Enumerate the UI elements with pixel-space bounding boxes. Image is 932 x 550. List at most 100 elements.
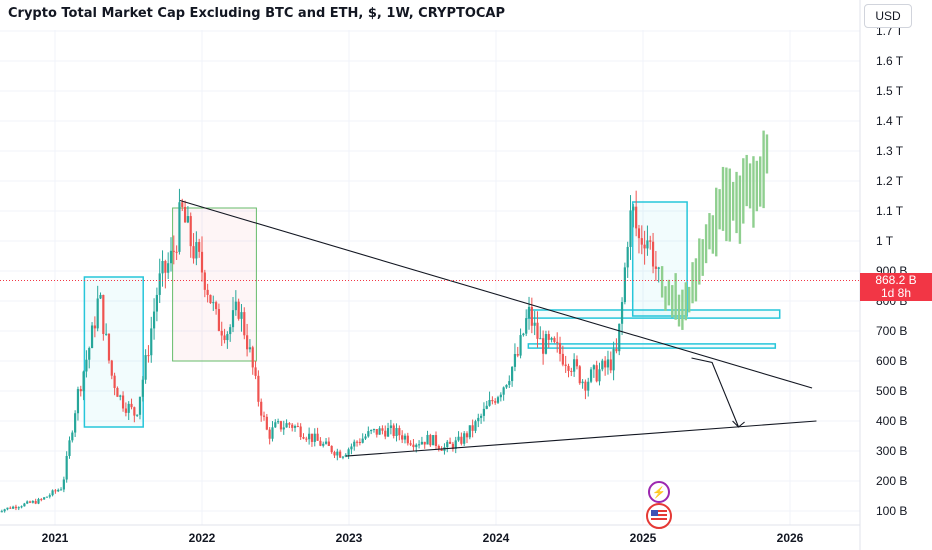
x-tick-label: 2023 (336, 531, 363, 545)
candle-body (257, 375, 260, 402)
candle-body (612, 349, 615, 371)
candle-body (344, 454, 347, 457)
candle-body (587, 381, 590, 391)
candle-body (589, 369, 593, 382)
projection-bar (701, 239, 704, 276)
candle-body (82, 371, 85, 392)
candle-body (651, 241, 655, 267)
candle-body (440, 448, 443, 451)
candle-body (74, 413, 77, 433)
candle-body (454, 440, 457, 449)
candle-body (604, 360, 607, 368)
candle-body (432, 435, 435, 446)
candle-body (609, 359, 612, 371)
time-axis[interactable]: 2021 2022 2023 2024 2025 2026 (0, 524, 860, 545)
candle-body (468, 425, 471, 438)
candle-body (229, 327, 232, 335)
us-flag-icon[interactable] (646, 503, 672, 529)
candle-body (635, 206, 638, 229)
candle-body (251, 347, 254, 368)
candle-body (629, 210, 632, 247)
flash-icon[interactable]: ⚡ (648, 481, 670, 503)
candle-body (17, 507, 20, 509)
candle-body (375, 429, 378, 435)
candle-body (542, 338, 545, 354)
projection-bar (711, 215, 715, 254)
candle-body (516, 354, 519, 356)
candle-body (279, 421, 283, 430)
candle-body (561, 353, 564, 365)
candle-body (282, 427, 285, 430)
projection-bar (664, 286, 667, 311)
candle-body (477, 417, 480, 422)
projection-bar (715, 187, 718, 257)
candle-body (99, 294, 102, 299)
candle-body (37, 499, 40, 504)
projection-bar (684, 282, 687, 321)
candle-body (601, 360, 604, 370)
candle-body (110, 360, 113, 376)
candle-body (333, 452, 336, 456)
candle-body (330, 445, 333, 453)
last-price-tag: 868.2 B 1d 8h (860, 273, 932, 301)
candle-body (649, 240, 652, 242)
projection-bar (671, 285, 674, 318)
candle-body (209, 294, 212, 304)
projection-bar (718, 189, 721, 230)
projection-bar (728, 168, 731, 242)
candle-body (313, 433, 316, 442)
candle-body (172, 250, 175, 252)
candle-body (513, 354, 517, 367)
annotation-box (172, 207, 257, 362)
candle-body (353, 441, 356, 447)
candle-body (68, 440, 71, 456)
candle-body (395, 428, 398, 436)
candle-body (550, 337, 553, 340)
candle-body (59, 489, 63, 491)
candle-body (412, 444, 415, 448)
currency-selector[interactable]: USD (864, 4, 912, 28)
candle-body (93, 325, 96, 329)
y-tick-label: 400 B (876, 414, 907, 428)
candle-body (141, 379, 144, 397)
candle-body (31, 501, 34, 503)
candle-body (243, 312, 246, 336)
candle-body (324, 441, 328, 444)
candle-body (76, 389, 80, 414)
candle-body (401, 435, 404, 440)
candle-body (327, 441, 330, 446)
candle-body (457, 436, 460, 441)
candle-body (54, 490, 57, 492)
candle-body (471, 425, 474, 431)
us-flag-graphic (651, 510, 667, 522)
candle-body (423, 441, 426, 445)
y-tick-label: 600 B (876, 354, 907, 368)
candle-body (556, 341, 559, 344)
annotation-box (83, 276, 144, 428)
candle-body (277, 421, 280, 423)
candle-body (223, 335, 226, 341)
projection-bar (748, 163, 752, 209)
candle-body (409, 443, 412, 445)
candle-body (544, 334, 548, 354)
candle-body (488, 400, 491, 406)
projection-bar (674, 273, 677, 320)
candle-body (578, 366, 581, 384)
candle-body (598, 369, 601, 382)
candle-body (71, 432, 74, 441)
projection-bar (742, 158, 745, 224)
candle-body (265, 416, 268, 430)
candle-body (547, 334, 550, 340)
candle-body (378, 428, 381, 435)
candle-body (155, 294, 158, 312)
candle-body (367, 431, 370, 437)
candle-body (240, 312, 243, 319)
candle-body (370, 430, 373, 432)
candle-body (403, 435, 407, 440)
candle-body (350, 446, 353, 450)
candle-body (623, 267, 626, 303)
candle-body (494, 401, 497, 403)
candle-body (102, 294, 105, 334)
candle-body (198, 242, 201, 252)
